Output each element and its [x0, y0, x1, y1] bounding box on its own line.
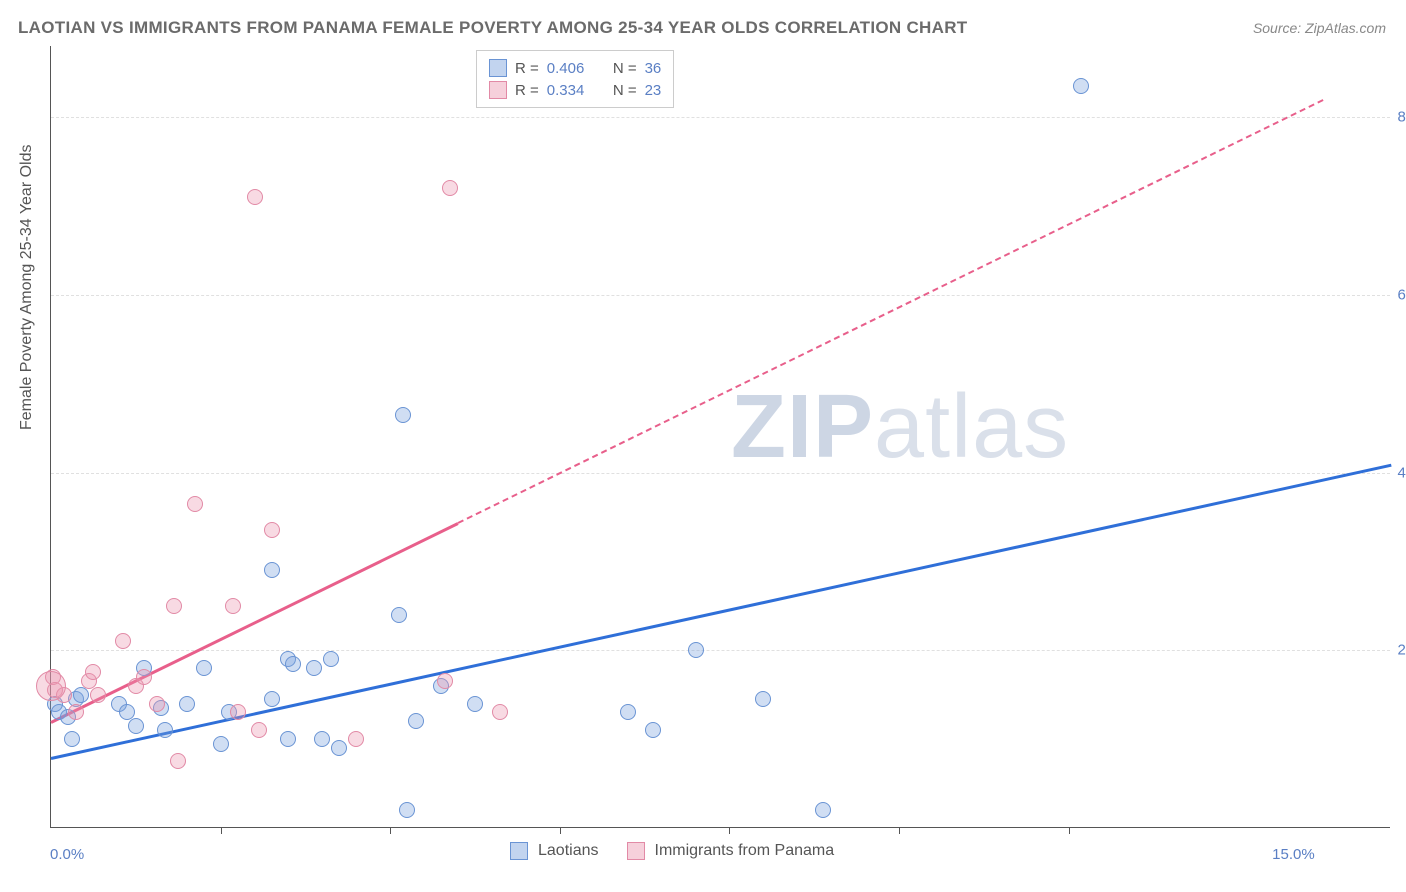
stat-n-label: N =	[613, 60, 637, 77]
data-point	[230, 704, 246, 720]
data-point	[264, 562, 280, 578]
data-point	[264, 691, 280, 707]
trend-line	[51, 464, 1392, 760]
legend-swatch	[489, 81, 507, 99]
stat-r-value: 0.334	[547, 82, 585, 99]
data-point	[399, 802, 415, 818]
gridline-h	[51, 650, 1390, 651]
data-point	[136, 669, 152, 685]
stat-r-label: R =	[515, 60, 539, 77]
trend-line	[50, 522, 458, 724]
legend-swatch	[489, 59, 507, 77]
x-tick-label: 0.0%	[50, 846, 84, 863]
legend-stat-row: R = 0.334 N = 23	[489, 79, 661, 101]
legend-swatch	[627, 842, 645, 860]
data-point	[1073, 78, 1089, 94]
data-point	[688, 642, 704, 658]
data-point	[815, 802, 831, 818]
data-point	[187, 496, 203, 512]
data-point	[285, 656, 301, 672]
x-tick	[390, 827, 391, 834]
legend-swatch	[510, 842, 528, 860]
x-tick	[221, 827, 222, 834]
legend-series: Laotians Immigrants from Panama	[510, 842, 852, 860]
data-point	[225, 598, 241, 614]
data-point	[179, 696, 195, 712]
stat-n-value: 23	[645, 82, 662, 99]
y-tick-label: 20.0%	[1397, 642, 1406, 659]
data-point	[90, 687, 106, 703]
data-point	[68, 704, 84, 720]
stat-n-label: N =	[613, 82, 637, 99]
data-point	[280, 731, 296, 747]
data-point	[247, 189, 263, 205]
data-point	[620, 704, 636, 720]
stat-r-value: 0.406	[547, 60, 585, 77]
data-point	[492, 704, 508, 720]
data-point	[323, 651, 339, 667]
data-point	[166, 598, 182, 614]
y-tick-label: 60.0%	[1397, 286, 1406, 303]
x-tick-label: 15.0%	[1272, 846, 1315, 863]
data-point	[157, 722, 173, 738]
correlation-chart: LAOTIAN VS IMMIGRANTS FROM PANAMA FEMALE…	[0, 0, 1406, 892]
data-point	[395, 407, 411, 423]
gridline-h	[51, 295, 1390, 296]
gridline-h	[51, 473, 1390, 474]
stat-r-label: R =	[515, 82, 539, 99]
source-label: Source: ZipAtlas.com	[1253, 20, 1386, 36]
legend-series-label: Immigrants from Panama	[655, 842, 835, 860]
data-point	[196, 660, 212, 676]
data-point	[170, 753, 186, 769]
plot-area: ZIPatlas 20.0%40.0%60.0%80.0%	[50, 46, 1390, 828]
x-tick	[1069, 827, 1070, 834]
x-tick	[560, 827, 561, 834]
data-point	[64, 731, 80, 747]
data-point	[391, 607, 407, 623]
legend-stats: R = 0.406 N = 36R = 0.334 N = 23	[476, 50, 674, 108]
data-point	[306, 660, 322, 676]
y-tick-label: 40.0%	[1397, 464, 1406, 481]
data-point	[437, 673, 453, 689]
data-point	[251, 722, 267, 738]
data-point	[755, 691, 771, 707]
stat-n-value: 36	[645, 60, 662, 77]
y-axis-label: Female Poverty Among 25-34 Year Olds	[18, 145, 36, 431]
legend-series-label: Laotians	[538, 842, 599, 860]
data-point	[149, 696, 165, 712]
data-point	[408, 713, 424, 729]
trend-line-dashed	[458, 99, 1324, 524]
data-point	[213, 736, 229, 752]
data-point	[442, 180, 458, 196]
legend-stat-row: R = 0.406 N = 36	[489, 57, 661, 79]
data-point	[314, 731, 330, 747]
data-point	[128, 718, 144, 734]
data-point	[36, 671, 66, 701]
chart-title: LAOTIAN VS IMMIGRANTS FROM PANAMA FEMALE…	[18, 18, 967, 38]
data-point	[85, 664, 101, 680]
data-point	[331, 740, 347, 756]
x-tick	[899, 827, 900, 834]
y-tick-label: 80.0%	[1397, 109, 1406, 126]
gridline-h	[51, 117, 1390, 118]
x-tick	[729, 827, 730, 834]
data-point	[115, 633, 131, 649]
data-point	[645, 722, 661, 738]
data-point	[264, 522, 280, 538]
data-point	[467, 696, 483, 712]
data-point	[348, 731, 364, 747]
watermark: ZIPatlas	[731, 376, 1069, 479]
